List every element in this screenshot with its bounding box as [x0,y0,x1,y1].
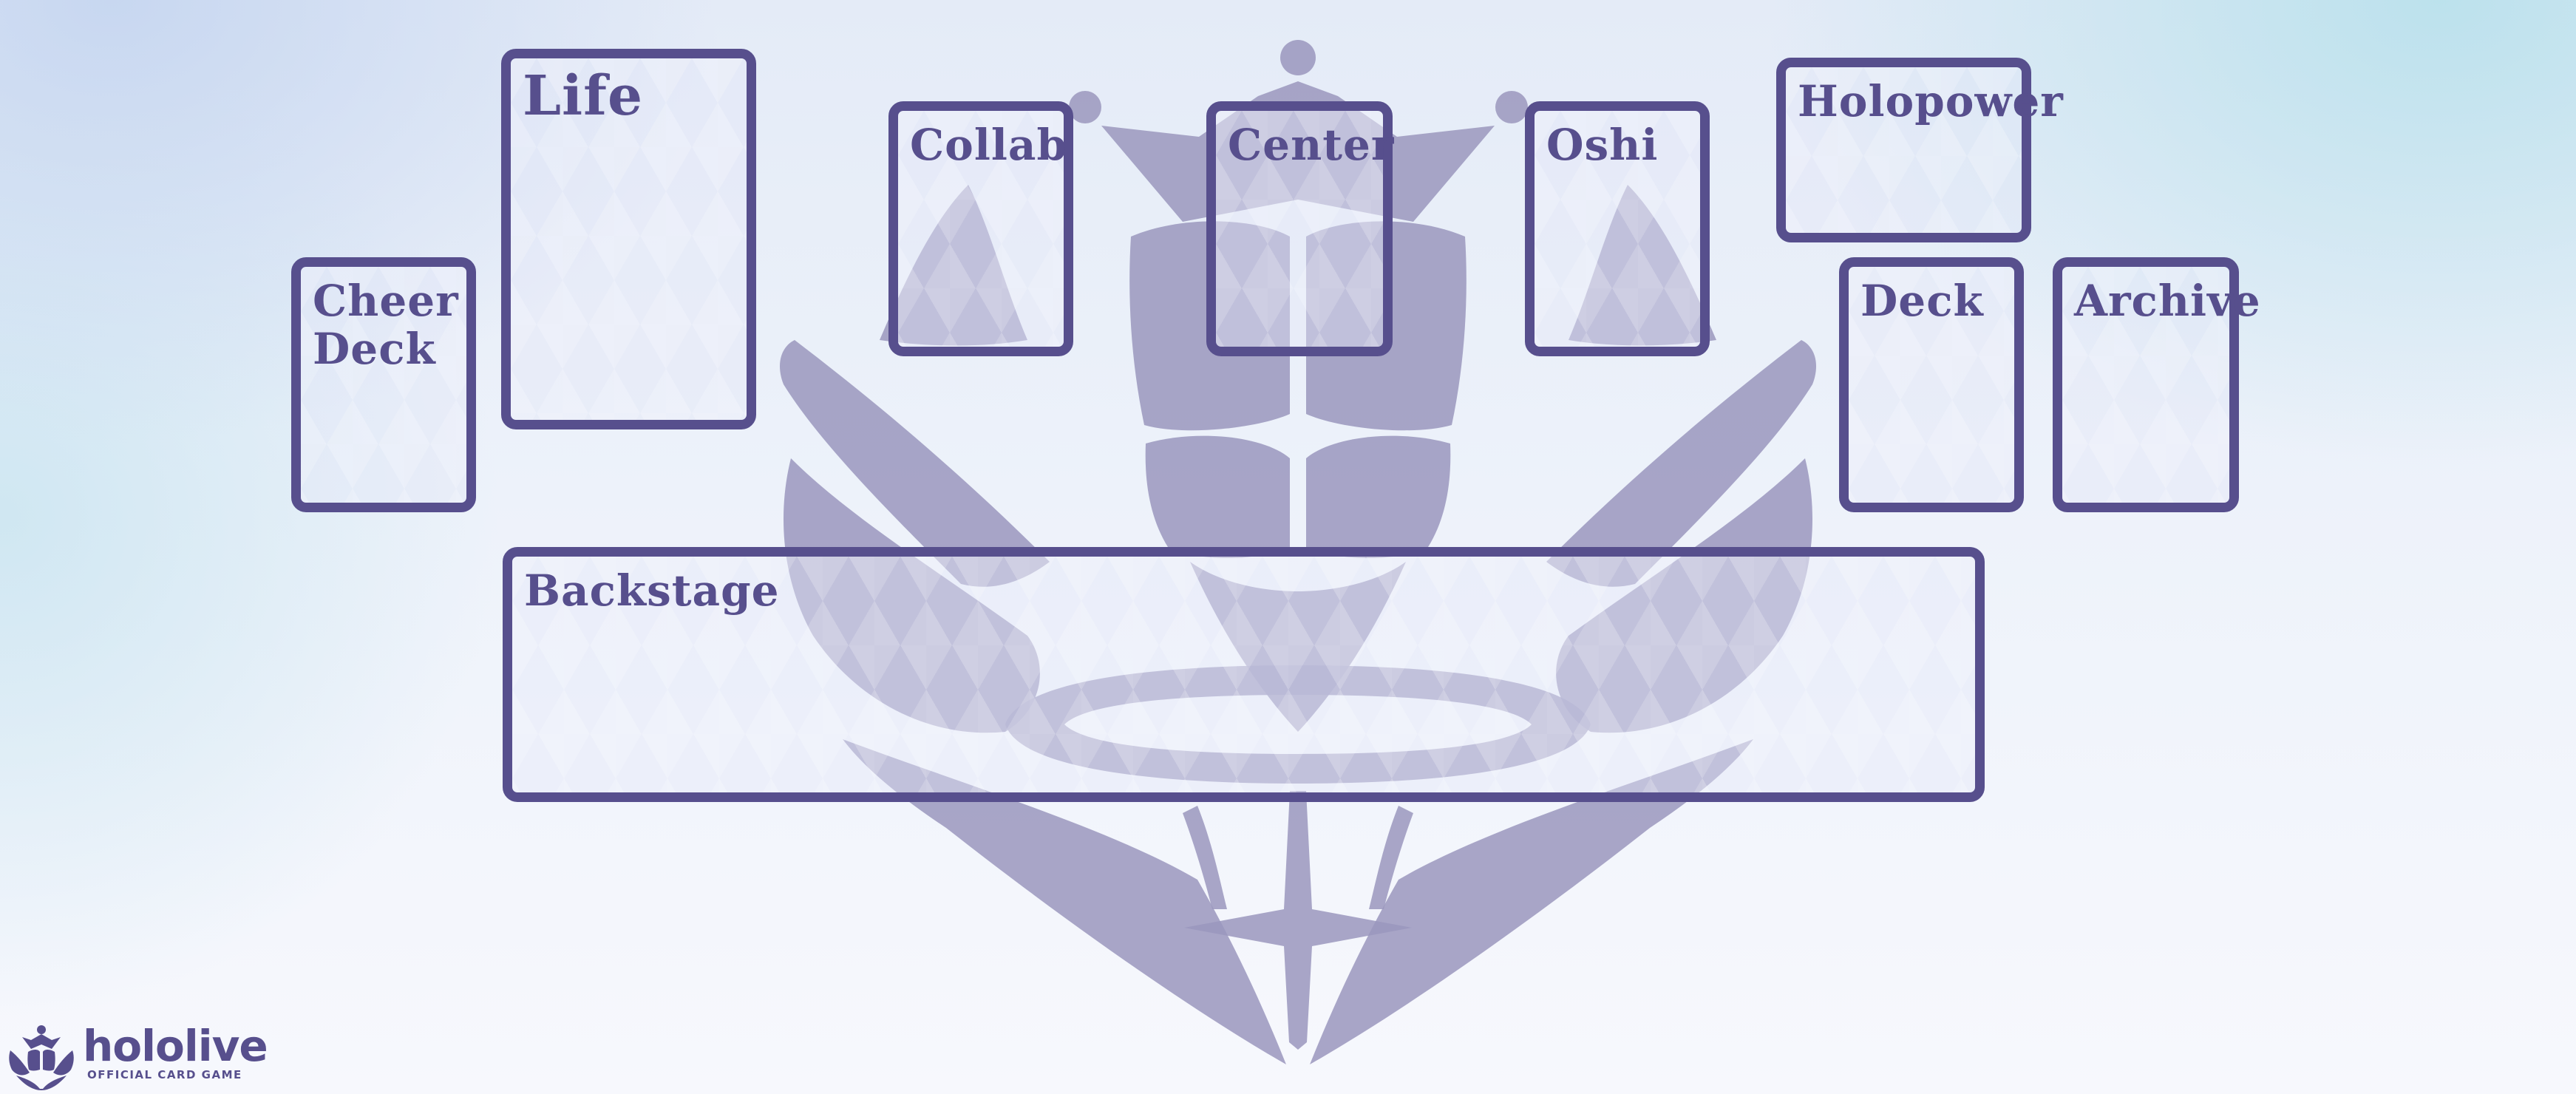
holopower-label: Holopower [1798,76,2064,126]
logo-tagline: OFFICIAL CARD GAME [87,1068,242,1081]
deck-zone[interactable]: Deck [1839,257,2024,512]
hololive-logo: hololive OFFICIAL CARD GAME [6,1024,268,1090]
archive-zone[interactable]: Archive [2053,257,2260,512]
oshi-label: Oshi [1546,120,1659,170]
backstage-label: Backstage [524,565,780,616]
collab-label: Collab [910,120,1068,170]
archive-label: Archive [2074,276,2261,326]
life-label: Life [523,64,644,128]
collab-zone[interactable]: Collab [888,101,1073,356]
center-zone[interactable]: Center [1206,101,1393,356]
backstage-zone[interactable]: Backstage [503,547,1985,802]
cheer-deck-zone[interactable]: Cheer Deck [291,257,476,512]
logo-wordmark: hololive [83,1021,268,1071]
holopower-zone[interactable]: Holopower [1776,58,2063,242]
crest-icon [9,1025,74,1090]
oshi-zone[interactable]: Oshi [1525,101,1710,356]
deck-label: Deck [1860,276,1984,326]
center-label: Center [1228,120,1395,170]
cheer-deck-label: Cheer Deck [313,276,459,374]
life-zone[interactable]: Life [501,49,756,429]
